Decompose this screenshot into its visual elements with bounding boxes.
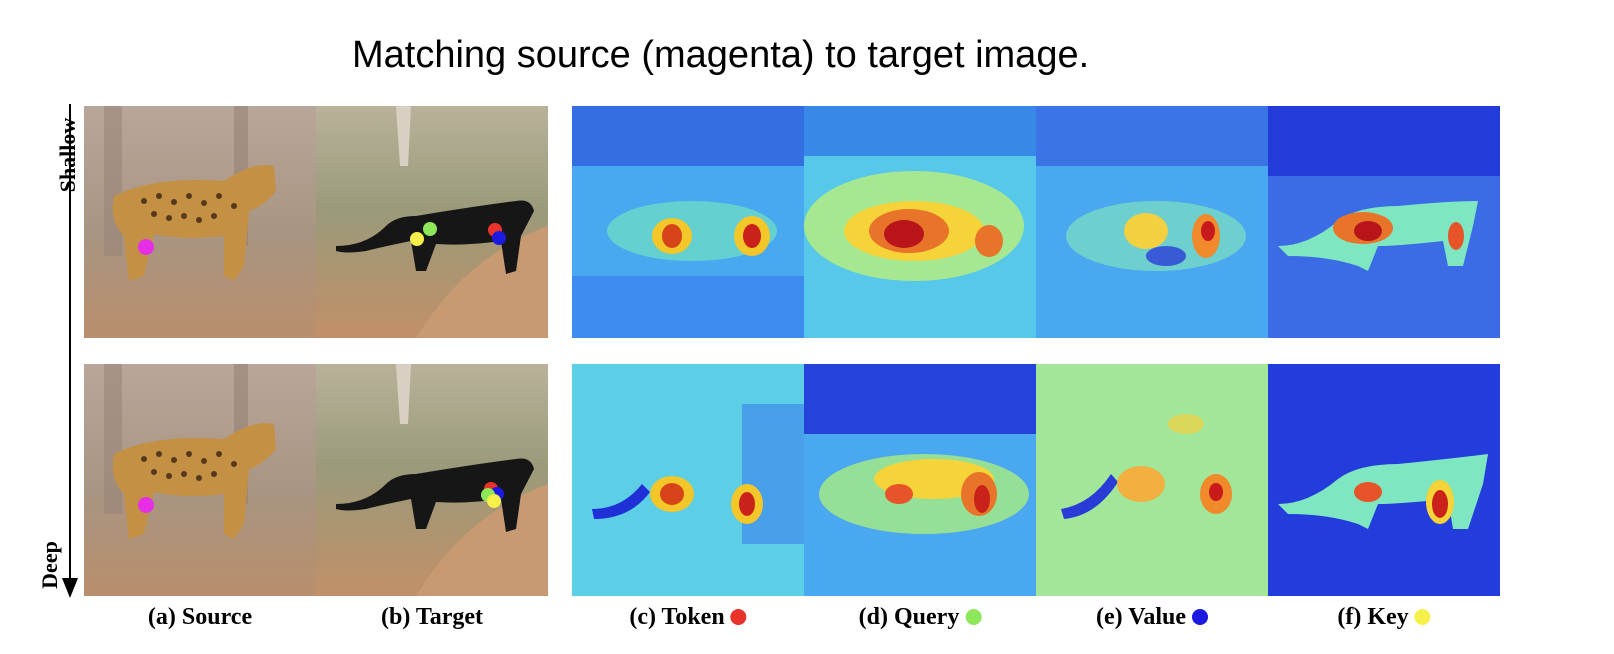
- caption-source: (a) Source: [147, 604, 253, 630]
- heatmap-key-shallow: [1268, 106, 1500, 338]
- source-marker-shallow: [138, 239, 154, 255]
- source-marker-deep: [138, 497, 154, 513]
- caption-query: (d) Query: [859, 604, 982, 631]
- caption-target: (b) Target: [381, 604, 483, 630]
- query-marker-shallow: [423, 222, 437, 236]
- key-marker-deep: [487, 494, 501, 508]
- target-image-deep: [316, 364, 548, 596]
- caption-key: (f) Key: [1337, 604, 1431, 631]
- figure-title: Matching source (magenta) to target imag…: [352, 34, 1090, 76]
- depth-arrow-icon: [62, 104, 78, 598]
- value-legend-dot: [1192, 609, 1208, 625]
- token-legend-dot: [730, 609, 747, 625]
- heatmap-token-shallow: [572, 106, 804, 338]
- target-image-shallow: [316, 106, 548, 338]
- heatmap-value-shallow: [1036, 106, 1268, 338]
- source-image-deep: [84, 364, 316, 596]
- caption-token: (c) Token: [629, 604, 747, 631]
- caption-value: (e) Value: [1096, 604, 1208, 631]
- heatmap-key-deep: [1268, 364, 1500, 596]
- query-legend-dot: [965, 609, 982, 625]
- heatmap-value-deep: [1036, 364, 1268, 596]
- value-marker-shallow: [492, 231, 506, 245]
- heatmap-token-deep: [572, 364, 804, 596]
- source-image-shallow: [84, 106, 316, 338]
- heatmap-query-shallow: [804, 106, 1036, 338]
- heatmap-query-deep: [804, 364, 1036, 596]
- key-legend-dot: [1414, 609, 1431, 625]
- key-marker-shallow: [410, 232, 424, 246]
